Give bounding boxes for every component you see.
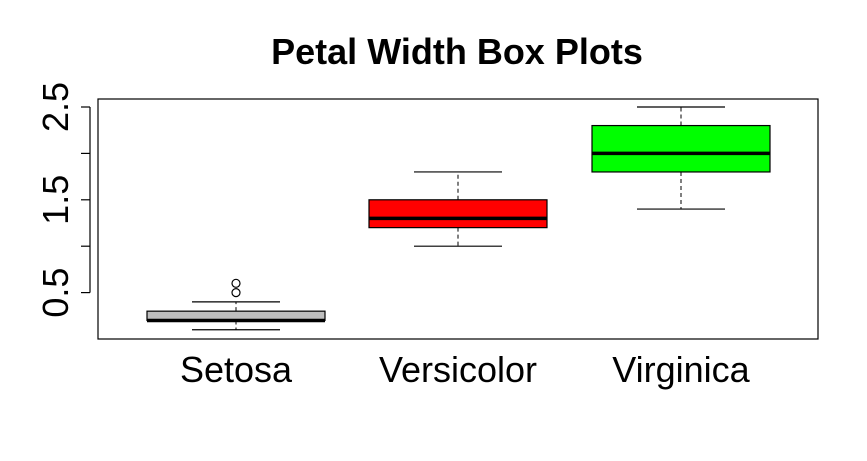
outlier-point <box>231 288 241 298</box>
chart-title: Petal Width Box Plots <box>271 31 643 72</box>
box-setosa <box>146 278 326 331</box>
y-tick-label: 2.5 <box>35 82 76 132</box>
y-tick-label: 1.5 <box>35 175 76 225</box>
interquartile-box <box>591 124 771 173</box>
x-tick-label-versicolor: Versicolor <box>379 349 537 390</box>
box-virginica <box>591 106 771 210</box>
outlier-point <box>231 278 241 288</box>
y-tick-label: 0.5 <box>35 268 76 318</box>
box-series <box>146 106 771 331</box>
x-tick-label-virginica: Virginica <box>612 349 750 390</box>
interquartile-box <box>368 199 548 229</box>
x-axis-labels: Setosa Versicolor Virginica <box>180 349 751 390</box>
x-tick-label-setosa: Setosa <box>180 349 293 390</box>
y-axis: 0.5 1.5 2.5 <box>35 82 91 318</box>
box-versicolor <box>368 171 548 247</box>
plot-frame <box>97 98 819 340</box>
